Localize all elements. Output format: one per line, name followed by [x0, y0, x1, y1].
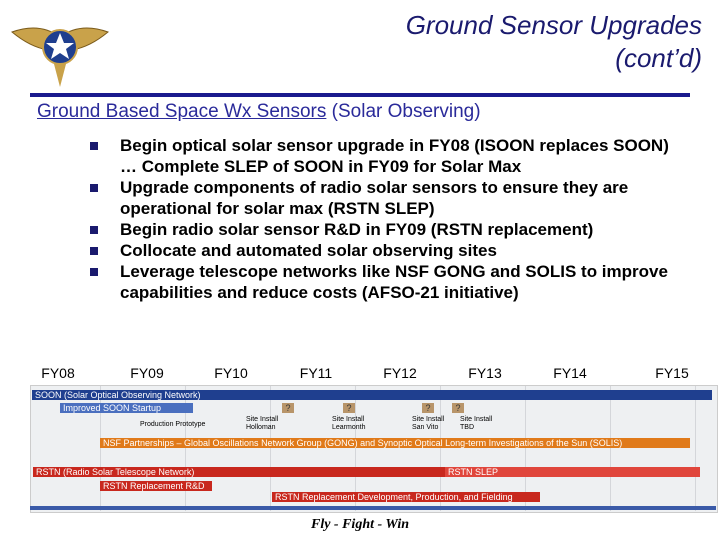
- milestone-note: Site Install Holloman: [246, 416, 279, 431]
- milestone: ?: [282, 403, 294, 413]
- subtitle-main: Ground Based Space Wx Sensors: [37, 101, 327, 122]
- timeline-base: [30, 506, 716, 510]
- subtitle: Ground Based Space Wx Sensors (Solar Obs…: [37, 101, 481, 123]
- gantt-bar: RSTN Replacement Development, Production…: [272, 492, 540, 502]
- gantt-bar: RSTN SLEP: [445, 467, 700, 477]
- title: (cont’d): [615, 43, 702, 73]
- milestone-note: Site Install Learmonth: [332, 416, 366, 431]
- column-line: [440, 386, 441, 511]
- column-line: [185, 386, 186, 511]
- gantt-bar: NSF Partnerships – Global Oscillations N…: [100, 438, 690, 448]
- column-line: [695, 386, 696, 511]
- title: Ground Sensor Upgrades: [405, 10, 702, 40]
- year-label: FY11: [299, 365, 333, 381]
- bullet: Upgrade components of radio solar sensor…: [90, 177, 690, 219]
- column-line: [525, 386, 526, 511]
- gantt-bar: SOON (Solar Optical Observing Network): [32, 390, 712, 400]
- milestone-note: Production Prototype: [140, 421, 206, 428]
- bullet: Collocate and automated solar observing …: [90, 240, 690, 261]
- year-label: FY15: [655, 365, 689, 381]
- column-line: [100, 386, 101, 511]
- bullet-list: Begin optical solar sensor upgrade in FY…: [90, 135, 690, 303]
- logo: [11, 27, 109, 87]
- milestone-note: Site Install San Vito: [412, 416, 445, 431]
- year-label: FY13: [468, 365, 502, 381]
- year-label: FY10: [214, 365, 248, 381]
- bullet: Begin radio solar sensor R&D in FY09 (RS…: [90, 219, 690, 240]
- column-line: [355, 386, 356, 511]
- year-label: FY08: [41, 365, 75, 381]
- milestone: ?: [422, 403, 434, 413]
- gantt-bar: RSTN Replacement R&D: [100, 481, 212, 491]
- column-line: [610, 386, 611, 511]
- subtitle-rest: (Solar Observing): [326, 101, 481, 122]
- year-label: FY09: [130, 365, 164, 381]
- milestone: ?: [452, 403, 464, 413]
- year-label: FY12: [383, 365, 417, 381]
- rule: [30, 93, 690, 97]
- milestone-note: Site Install TBD: [460, 416, 493, 431]
- bullet: Begin optical solar sensor upgrade in FY…: [90, 135, 690, 177]
- gantt-bar: Improved SOON Startup: [60, 403, 193, 413]
- column-line: [270, 386, 271, 511]
- year-label: FY14: [553, 365, 587, 381]
- bullet: Leverage telescope networks like NSF GON…: [90, 261, 690, 303]
- footer: Fly - Fight - Win: [310, 517, 410, 532]
- gantt-bar: RSTN (Radio Solar Telescope Network): [33, 467, 446, 477]
- milestone: ?: [343, 403, 355, 413]
